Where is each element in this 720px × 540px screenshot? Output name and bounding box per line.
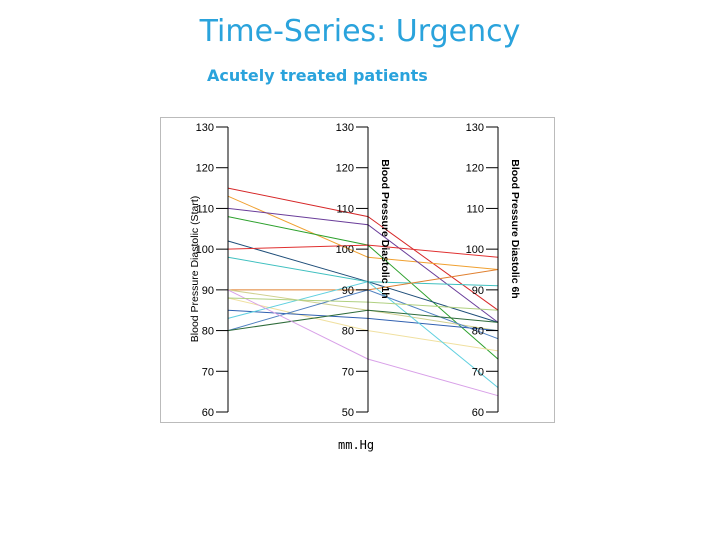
axis-tick-label: 60 — [472, 407, 484, 419]
unit-label: mm.Hg — [338, 438, 375, 452]
axis-tick-label: 120 — [466, 163, 484, 175]
axis-tick-label: 130 — [466, 122, 484, 134]
axis-tick-label: 80 — [342, 326, 354, 338]
axis-tick-label: 70 — [202, 366, 214, 378]
axis-tick-label: 80 — [472, 326, 484, 338]
axis-tick-label: 90 — [202, 285, 214, 297]
slide-subtitle: Acutely treated patients — [207, 66, 428, 85]
axis-tick-label: 110 — [336, 203, 354, 215]
axis-tick-label: 120 — [196, 163, 214, 175]
parallel-coordinates-chart: 60 70 80 90 100 110 120 130 Blood Pressure Diast… — [160, 117, 555, 423]
axis-title-2: Blood Pressure Diastolic 1h — [379, 159, 391, 298]
axis-tick-label: 130 — [336, 122, 354, 134]
axis-tick-label: 70 — [472, 366, 484, 378]
axis-tick-label: 130 — [196, 122, 214, 134]
axis-tick-label: 90 — [472, 285, 484, 297]
axis-tick-label: 50 — [342, 407, 354, 419]
axis-title-3: Blood Pressure Diastolic 6h — [509, 159, 521, 298]
axes: 60 70 80 90 100 110 120 130 Blood Pressure Diast… — [189, 122, 521, 419]
axis-tick-label: 100 — [336, 244, 354, 256]
axis-tick-label: 100 — [196, 244, 214, 256]
axis-tick-label: 110 — [196, 203, 214, 215]
axis-tick-label: 110 — [466, 203, 484, 215]
axis-title-1: Blood Pressure Diastolic (Start) — [189, 196, 201, 342]
axis-tick-label: 60 — [202, 407, 214, 419]
axis-tick-label: 100 — [466, 244, 484, 256]
axis-tick-label: 70 — [342, 366, 354, 378]
axis-tick-label: 90 — [342, 285, 354, 297]
chart-panel: 60 70 80 90 100 110 120 130 Blood Pressure Diast… — [160, 117, 555, 423]
axis-tick-label: 80 — [202, 326, 214, 338]
slide-title: Time-Series: Urgency — [199, 14, 521, 49]
axis-tick-label: 120 — [336, 163, 354, 175]
